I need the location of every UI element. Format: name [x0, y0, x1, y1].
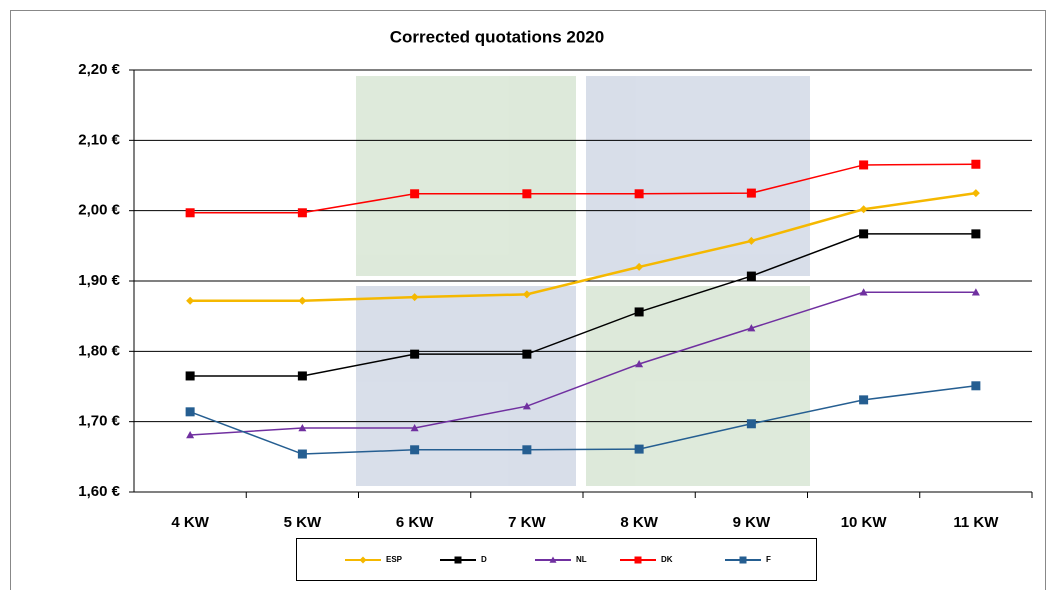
- marker: [635, 445, 644, 454]
- marker: [298, 208, 307, 217]
- marker: [971, 229, 980, 238]
- y-tick-label: 1,90 €: [78, 272, 120, 289]
- x-tick-label: 4 KW: [171, 514, 209, 531]
- marker: [298, 450, 307, 459]
- y-tick-label: 1,60 €: [78, 483, 120, 500]
- marker: [455, 557, 462, 564]
- legend-label: DK: [661, 555, 673, 564]
- marker: [522, 445, 531, 454]
- marker: [186, 407, 195, 416]
- marker: [859, 395, 868, 404]
- legend-label: NL: [576, 555, 587, 564]
- watermark-block: [356, 76, 576, 276]
- marker: [635, 557, 642, 564]
- y-tick-label: 2,20 €: [78, 61, 120, 78]
- marker: [747, 189, 756, 198]
- marker: [522, 350, 531, 359]
- watermark-block: [356, 286, 576, 486]
- marker: [410, 445, 419, 454]
- marker: [522, 189, 531, 198]
- marker: [859, 160, 868, 169]
- page: Corrected quotations 2020 1,60 € 1,70 € 1,…: [0, 0, 1056, 590]
- chart-title: Corrected quotations 2020: [390, 27, 604, 46]
- y-tick-label: 1,70 €: [78, 413, 120, 430]
- legend-label: ESP: [386, 555, 403, 564]
- chart: Corrected quotations 2020 1,60 € 1,70 € 1,…: [0, 0, 1056, 590]
- x-tick-label: 11 KW: [953, 514, 999, 531]
- marker: [747, 419, 756, 428]
- x-tick-label: 8 KW: [620, 514, 658, 531]
- marker: [410, 189, 419, 198]
- marker: [859, 229, 868, 238]
- marker: [747, 272, 756, 281]
- x-tick-label: 6 KW: [396, 514, 434, 531]
- watermark-block: [586, 286, 810, 486]
- marker: [298, 371, 307, 380]
- x-tick-label: 7 KW: [508, 514, 546, 531]
- y-tick-label: 2,10 €: [78, 131, 120, 148]
- x-tick-label: 5 KW: [284, 514, 322, 531]
- legend-label: D: [481, 555, 487, 564]
- marker: [635, 189, 644, 198]
- marker: [186, 208, 195, 217]
- x-tick-label: 10 KW: [841, 514, 888, 531]
- y-tick-label: 2,00 €: [78, 202, 120, 219]
- marker: [186, 371, 195, 380]
- marker: [971, 160, 980, 169]
- marker: [635, 307, 644, 316]
- legend-label: F: [766, 555, 771, 564]
- marker: [410, 350, 419, 359]
- y-tick-label: 1,80 €: [78, 342, 120, 359]
- marker: [971, 381, 980, 390]
- marker: [740, 557, 747, 564]
- watermark-block: [586, 76, 810, 276]
- x-tick-label: 9 KW: [733, 514, 771, 531]
